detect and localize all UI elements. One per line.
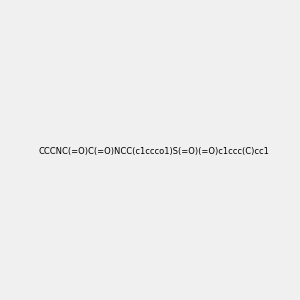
Text: CCCNC(=O)C(=O)NCC(c1ccco1)S(=O)(=O)c1ccc(C)cc1: CCCNC(=O)C(=O)NCC(c1ccco1)S(=O)(=O)c1ccc… <box>38 147 269 156</box>
